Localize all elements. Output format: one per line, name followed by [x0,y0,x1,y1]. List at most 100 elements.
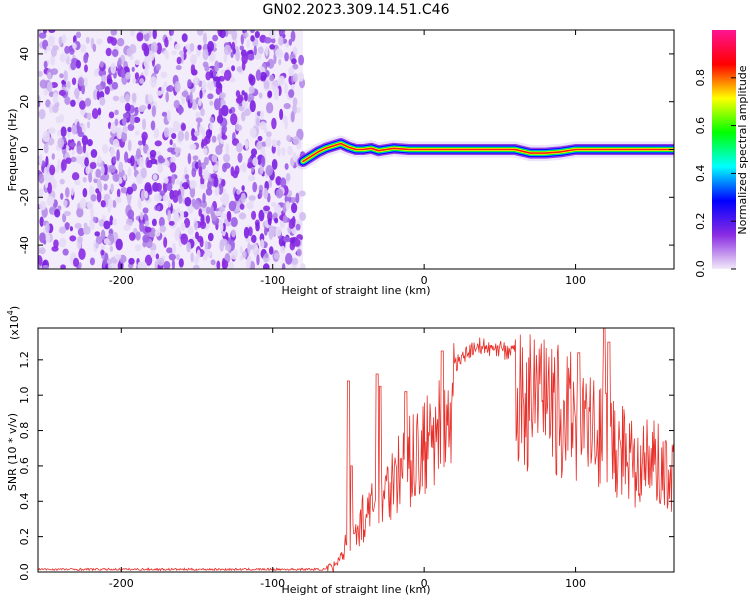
noise-blob [249,127,257,138]
noise-blob [295,107,301,114]
noise-blob [123,224,131,232]
snr-scale-label: (x104) [6,306,21,340]
noise-blob [150,120,156,131]
noise-blob [38,153,43,166]
noise-blob [81,135,88,146]
noise-blob [210,259,216,266]
snr-x-label: Height of straight line (km) [281,583,430,596]
noise-blob [114,118,119,127]
noise-blob [127,167,132,177]
noise-blob [123,174,127,181]
noise-blob [49,164,56,176]
noise-blob [64,54,71,65]
noise-blob [252,157,259,167]
noise-blob [97,107,102,116]
noise-blob [38,108,46,120]
noise-blob [86,139,93,147]
noise-blob [292,73,299,83]
noise-blob [278,58,282,66]
noise-blob [201,79,207,91]
noise-blob [220,238,228,247]
noise-blob [212,164,219,172]
noise-blob [248,175,255,181]
noise-blob [202,49,209,61]
noise-blob [46,195,55,207]
noise-blob [281,146,286,157]
noise-blob [177,130,185,142]
spectrogram-y-ticks: -40 -20 0 20 40 [18,47,674,254]
noise-blob [199,220,207,230]
noise-blob [180,186,185,198]
noise-blob [92,216,97,223]
noise-blob [292,63,299,70]
noise-blob [161,111,168,117]
noise-blob [180,222,186,232]
noise-blob [112,218,117,226]
noise-blob [166,182,173,191]
noise-blob [223,69,232,81]
noise-blob [108,164,116,174]
noise-blob [110,62,117,74]
noise-blob [299,211,307,221]
noise-blob [62,248,69,256]
noise-blob [256,141,263,150]
noise-blob [62,33,66,44]
noise-blob [122,112,130,119]
noise-blob [150,76,157,88]
noise-blob [275,188,284,199]
noise-blob [97,156,102,164]
noise-blob [192,155,199,161]
noise-blob [247,161,253,169]
noise-blob [236,142,243,153]
noise-blob [231,229,236,238]
noise-blob [163,81,168,88]
noise-blob [292,135,300,146]
noise-blob [176,253,180,261]
noise-blob [274,217,279,224]
noise-blob [145,94,149,105]
snr-x-tick-label: -200 [109,577,134,590]
noise-blob [110,183,114,193]
noise-blob [191,128,196,139]
noise-blob [127,139,132,152]
spectrogram-y-tick-label: 20 [18,95,31,109]
noise-blob [285,253,293,265]
noise-blob [229,77,236,83]
noise-blob [177,106,184,114]
noise-blob [278,35,284,46]
noise-blob [57,205,62,211]
colorbar-label: Normalized spectral amplitude [736,65,749,234]
noise-blob [141,42,148,52]
noise-blob [205,206,211,215]
noise-blob [59,53,66,63]
noise-blob [141,131,148,141]
noise-blob [214,210,223,217]
noise-blob [202,169,210,181]
noise-blob [223,153,231,163]
noise-blob [269,225,276,237]
noise-blob [241,185,245,192]
signal-trace-band [302,142,674,163]
noise-blob [227,210,232,223]
noise-blob [111,81,119,90]
noise-blob [235,96,243,104]
noise-blob [170,30,175,36]
noise-blob [107,201,111,213]
noise-blob [159,225,167,233]
noise-blob [209,122,214,131]
noise-blob [239,164,247,172]
noise-blob [129,114,135,126]
noise-blob [47,35,55,47]
noise-blob [52,45,59,51]
noise-blob [71,172,80,181]
noise-blob [110,30,118,36]
noise-blob [120,68,126,79]
noise-blob [143,56,150,68]
noise-blob [169,139,173,146]
noise-blob [70,99,76,107]
noise-blob [135,231,141,241]
noise-blob [211,154,218,163]
noise-blob [241,60,246,71]
noise-blob [137,197,143,210]
